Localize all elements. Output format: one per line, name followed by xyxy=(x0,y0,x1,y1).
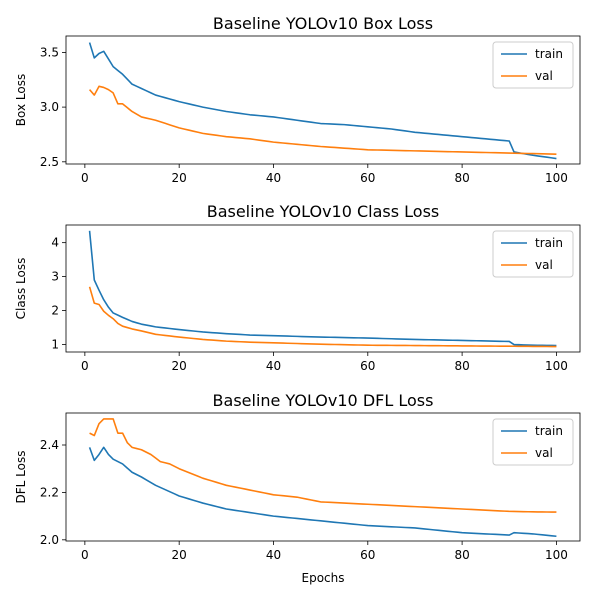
x-tick-label: 0 xyxy=(81,171,89,185)
y-tick-label: 2.0 xyxy=(40,533,59,547)
x-tick-label: 20 xyxy=(172,359,187,373)
x-tick-label: 60 xyxy=(360,359,375,373)
chart-title: Baseline YOLOv10 DFL Loss xyxy=(213,391,434,410)
chart-panel: Baseline YOLOv10 DFL Loss DFL Loss Epochs 0… xyxy=(14,391,581,585)
x-tick-label: 100 xyxy=(545,171,568,185)
x-tick-label: 0 xyxy=(81,548,89,562)
legend: train val xyxy=(492,41,574,89)
chart-panel: Baseline YOLOv10 Class Loss Class Loss 0 20… xyxy=(14,202,581,373)
x-tick-label: 40 xyxy=(266,171,281,185)
x-tick-label: 60 xyxy=(360,548,375,562)
x-tick-label: 20 xyxy=(172,171,187,185)
series-line-val xyxy=(88,85,557,155)
x-tick-label: 40 xyxy=(266,548,281,562)
y-tick-label: 3.0 xyxy=(40,100,59,114)
x-tick-label: 60 xyxy=(360,171,375,185)
y-axis-label: Box Loss xyxy=(14,74,28,126)
y-tick-label: 4 xyxy=(51,236,59,250)
legend-label-train: train xyxy=(535,47,563,61)
series-line-val xyxy=(88,286,557,348)
legend-label-val: val xyxy=(535,446,553,460)
y-tick-label: 2.5 xyxy=(40,155,59,169)
x-axis-label: Epochs xyxy=(302,571,345,585)
plot-frame xyxy=(65,35,581,165)
x-tick-label: 0 xyxy=(81,359,89,373)
x-tick-label: 100 xyxy=(545,359,568,373)
series-line-val xyxy=(89,418,557,513)
legend: train val xyxy=(492,418,574,466)
series-line-train xyxy=(88,42,557,160)
x-tick-label: 80 xyxy=(454,359,469,373)
legend-label-train: train xyxy=(535,424,563,438)
y-axis-label: Class Loss xyxy=(14,258,28,320)
y-tick-label: 2 xyxy=(51,304,59,318)
series-line-train xyxy=(88,446,557,538)
y-tick-label: 3.5 xyxy=(40,45,59,59)
legend-label-val: val xyxy=(535,258,553,272)
y-tick-label: 1 xyxy=(51,338,59,352)
legend: train val xyxy=(492,230,574,278)
y-axis-label: DFL Loss xyxy=(14,451,28,504)
chart-title: Baseline YOLOv10 Class Loss xyxy=(207,202,440,221)
plot-frame xyxy=(65,224,581,353)
series-line-train xyxy=(88,230,557,347)
y-tick-label: 2.4 xyxy=(40,438,59,452)
chart-panel: Baseline YOLOv10 Box Loss Box Loss 0 20 40 60… xyxy=(14,14,581,185)
x-tick-label: 40 xyxy=(266,359,281,373)
y-tick-label: 3 xyxy=(51,270,59,284)
y-tick-label: 2.2 xyxy=(40,485,59,499)
x-tick-label: 100 xyxy=(545,548,568,562)
plot-frame xyxy=(65,412,581,542)
legend-label-train: train xyxy=(535,236,563,250)
legend-label-val: val xyxy=(535,69,553,83)
x-tick-label: 20 xyxy=(172,548,187,562)
x-tick-label: 80 xyxy=(454,171,469,185)
chart-title: Baseline YOLOv10 Box Loss xyxy=(213,14,433,33)
x-tick-label: 80 xyxy=(454,548,469,562)
